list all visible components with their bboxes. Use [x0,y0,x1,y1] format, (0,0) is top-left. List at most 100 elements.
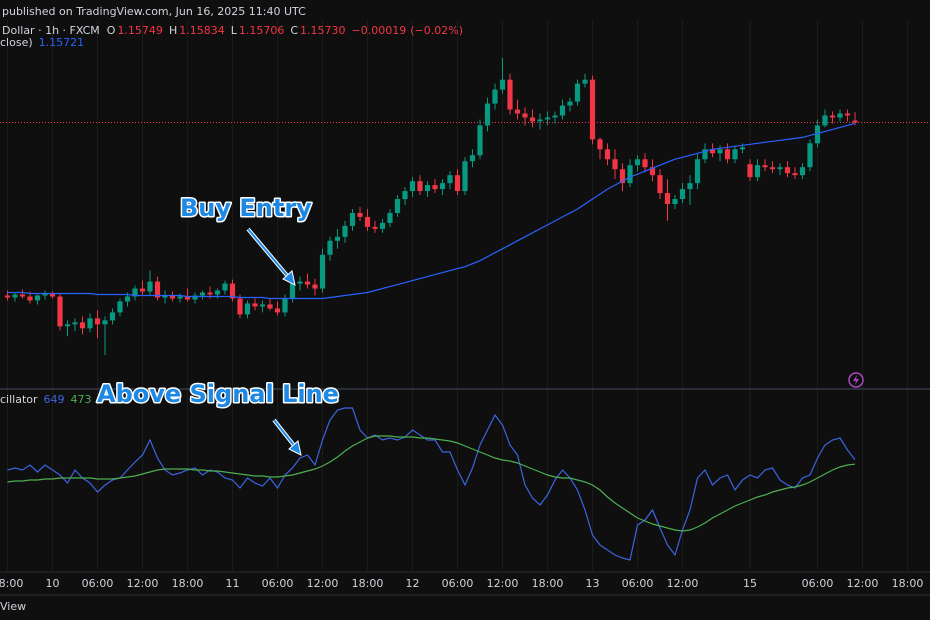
candle-body [522,113,528,118]
x-tick-label: 10 [46,577,60,590]
candle-body [799,167,806,176]
candle-body [87,318,93,329]
candle-body [177,296,183,299]
candle-body [162,295,168,298]
candle-body [634,159,641,166]
oscillator-name: cillator [0,393,38,406]
series-line [7,407,856,561]
candle-body [724,149,731,160]
plot: 18:00 10 06:00 12:00 18:00 11 06:00 12:00 18:00 1… [0,57,930,590]
candle-body [124,296,131,302]
candle-body [657,175,663,194]
candle-body [589,79,596,140]
low-value: 1.15706 [239,24,285,37]
high-label: H [169,24,177,37]
candle-body [784,167,791,174]
signal-arrow [272,418,302,456]
candle-body [192,295,198,300]
open-value: 1.15749 [117,24,163,37]
x-tick-label: 15 [743,577,757,590]
candle-body [34,295,41,301]
candle-body [252,303,258,307]
candle-body [349,212,356,226]
annotation: Above Signal Line [97,380,339,408]
candle-body [552,115,558,118]
candle-body [777,167,783,170]
candle-body [694,159,701,184]
candle-body [829,115,836,118]
change-percent: (−0.02%) [410,24,463,37]
x-tick-label: 12 [406,577,420,590]
candle-body [484,103,491,126]
candle-body [814,125,821,144]
candle-body [297,281,303,284]
candle-body [477,125,483,156]
low-label: L [231,24,238,37]
change-value: −0.00019 [352,24,407,37]
candle-body [717,149,723,154]
candle-body [64,324,71,327]
candle-body [837,113,843,118]
candle-body [409,181,416,192]
candle-body [214,290,221,295]
candle-body [184,296,191,300]
candle-body [447,175,453,184]
buy-entry-arrow [246,227,296,286]
candle-body [462,161,468,192]
candle-body [42,293,48,296]
candle-body [229,283,236,299]
x-tick-label: 18:00 [0,577,23,590]
ma-legend: close) 1.15721 [0,36,84,49]
candle-body [769,167,776,170]
oscillator-legend: cillator 649 473 [0,393,92,406]
candle-body [574,83,581,102]
candle-body [304,281,311,285]
candle-body [244,303,251,315]
alert-icon[interactable] [848,372,864,388]
x-tick-label: 18:00 [892,577,924,590]
candle-body [27,296,33,301]
candle-body [259,304,266,307]
high-value: 1.15834 [179,24,225,37]
candle-body [514,109,521,114]
candle-body [559,105,566,116]
candle-body [319,254,326,289]
candle-body [342,225,348,237]
published-note: published on TradingView.com, Jun 16, 20… [2,5,306,18]
candle-body [567,101,573,106]
annotation: Buy Entry [180,194,312,222]
x-tick-label: 12:00 [127,577,159,590]
candle-body [394,199,401,213]
x-tick-label: 18:00 [172,577,204,590]
candle-body [702,149,708,160]
candle-body [327,240,333,255]
candle-body [687,183,693,190]
candle-body [822,115,828,126]
candle-body [544,117,551,120]
candle-body [619,169,626,184]
x-tick-label: 12:00 [667,577,699,590]
candle-body [364,216,371,227]
candle-body [604,149,611,160]
x-tick-label: 12:00 [487,577,519,590]
arrow-head [288,440,302,456]
candle-body [169,295,176,299]
candle-body [664,193,671,204]
candle-body [117,301,123,313]
candle-body [432,185,438,190]
x-tick-label: 13 [586,577,600,590]
arrow-shaft [247,228,291,280]
alert-ring [848,372,864,388]
candle-body [222,283,228,291]
candle-body [207,292,213,295]
footer-text: View [0,600,26,613]
ma-name: close) [0,36,33,49]
candle-body [732,149,738,160]
candle-body [357,212,363,217]
candle-body [267,304,273,309]
candle-body [492,89,498,104]
candle-body [747,164,753,178]
candle-body [49,293,56,297]
candle-body [529,117,536,122]
